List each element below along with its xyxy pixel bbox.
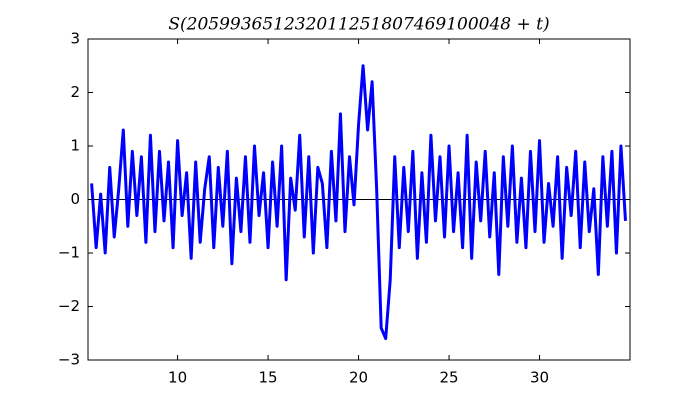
- chart-title: S(205993651232011251807469100048 + t): [168, 15, 549, 35]
- y-tick-label: 0: [70, 190, 80, 208]
- y-tick-label: 2: [70, 83, 80, 101]
- data-line: [90, 64, 627, 341]
- y-tick-label: 1: [70, 137, 80, 155]
- y-tick-label: −1: [58, 244, 80, 262]
- x-tick-label: 25: [439, 369, 458, 387]
- x-tick-label: 30: [530, 369, 549, 387]
- y-tick-label: −3: [58, 351, 80, 369]
- x-tick-label: 15: [259, 369, 278, 387]
- x-tick-label: 10: [168, 369, 187, 387]
- x-tick-label: 20: [349, 369, 368, 387]
- y-tick-label: −2: [58, 297, 80, 315]
- y-tick-label: 3: [70, 30, 80, 48]
